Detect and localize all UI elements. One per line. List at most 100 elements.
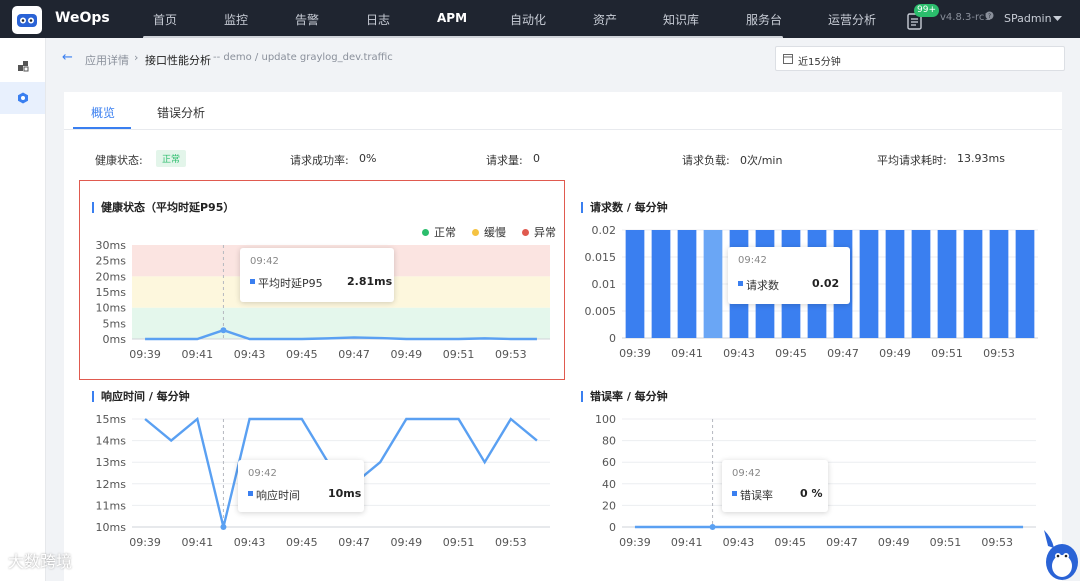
bar	[625, 230, 645, 338]
error-rate-chart[interactable]: 0 20 40 60 80 100 09:39 09:41 09:43 09:45 09:47 09:…	[570, 408, 1060, 558]
avg-latency-label: 平均请求耗时:	[877, 154, 947, 167]
x-tick-label: 09:41	[181, 536, 213, 549]
legend-dot	[422, 229, 429, 236]
x-tick-label: 09:39	[129, 536, 161, 549]
watermark-text: 大数跨境	[8, 552, 73, 571]
tab-overview[interactable]: 概览	[91, 106, 116, 120]
bar	[677, 230, 697, 338]
health-chart-title: 健康状态（平均时延P95）	[92, 202, 234, 213]
x-tick-label: 09:39	[619, 347, 651, 360]
sidebar-item-apps[interactable]	[0, 50, 45, 82]
bar	[859, 230, 879, 338]
requests-chart-title: 请求数 / 每分钟	[581, 202, 668, 213]
x-tick-label: 09:45	[286, 348, 318, 361]
logo-icon	[17, 14, 37, 27]
x-tick-label: 09:39	[619, 536, 651, 549]
breadcrumb-current: 接口性能分析	[145, 54, 211, 67]
y-tick-label: 20ms	[96, 270, 127, 283]
request-count-label: 请求量:	[486, 154, 523, 167]
tab-active-indicator	[73, 127, 131, 129]
bar	[963, 230, 983, 338]
response-chart-title: 响应时间 / 每分钟	[92, 391, 190, 402]
bar	[651, 230, 671, 338]
health-status-badge: 正常	[156, 150, 187, 167]
help-icon[interactable]: ?	[985, 11, 994, 20]
y-tick-label: 10ms	[96, 521, 127, 534]
nav-scrollbar[interactable]	[143, 36, 783, 39]
tooltip-time: 09:42	[250, 256, 279, 267]
tooltip-marker	[738, 281, 743, 286]
y-tick-label: 0ms	[103, 333, 127, 346]
request-count-value: 0	[533, 152, 540, 165]
x-tick-label: 09:51	[443, 536, 475, 549]
hexagon-icon	[17, 92, 28, 104]
x-tick-label: 09:41	[671, 536, 703, 549]
tab-error-analysis[interactable]: 错误分析	[157, 106, 206, 120]
nav-operations[interactable]: 运营分析	[828, 13, 877, 27]
data-point	[709, 524, 716, 530]
weops-logo[interactable]	[12, 6, 42, 34]
legend-normal[interactable]: 正常	[422, 224, 456, 240]
health-label: 健康状态:	[95, 154, 143, 167]
tooltip-value: 0 %	[800, 487, 823, 500]
nav-monitor[interactable]: 监控	[224, 13, 249, 27]
breadcrumb-parent[interactable]: 应用详情	[85, 54, 129, 67]
nav-apm[interactable]: APM	[437, 11, 468, 25]
y-tick-label: 30ms	[96, 239, 127, 252]
tooltip-value: 0.02	[812, 277, 840, 290]
chevron-down-icon[interactable]	[1053, 16, 1062, 22]
request-load-value: 0次/min	[740, 154, 783, 167]
y-tick-label: 80	[602, 435, 616, 448]
tooltip-marker	[250, 279, 255, 284]
avg-latency-value: 13.93ms	[957, 152, 1005, 165]
time-range-picker[interactable]: 近15分钟	[775, 46, 1065, 71]
selected-panel-outline	[79, 180, 565, 380]
x-tick-label: 09:51	[931, 347, 963, 360]
x-tick-label: 09:45	[774, 536, 806, 549]
bar	[1015, 230, 1035, 338]
back-arrow-icon[interactable]: ←	[62, 50, 73, 65]
error-rate-chart-tooltip: 09:42 错误率 0 %	[722, 460, 828, 512]
y-tick-label: 25ms	[96, 255, 127, 268]
user-menu[interactable]: SPadmin	[1004, 12, 1052, 25]
nav-servicedesk[interactable]: 服务台	[746, 13, 783, 27]
response-chart[interactable]: 10ms 11ms 12ms 13ms 14ms 15ms 09:39 09:41 09:43 0…	[80, 408, 564, 558]
nav-automation[interactable]: 自动化	[510, 13, 547, 27]
success-rate-value: 0%	[359, 152, 377, 165]
x-tick-label: 09:47	[338, 536, 370, 549]
tabs-divider	[64, 129, 1062, 130]
x-tick-label: 09:43	[723, 347, 755, 360]
health-chart[interactable]: 0ms 5ms 10ms 15ms 20ms 25ms 30ms 09:39 09:41 09:4…	[80, 235, 564, 370]
y-tick-label: 15ms	[96, 413, 127, 426]
left-sidebar	[0, 38, 46, 581]
tooltip-marker	[732, 491, 737, 496]
nav-knowledge[interactable]: 知识库	[663, 13, 700, 27]
x-tick-label: 09:51	[930, 536, 962, 549]
x-tick-label: 09:49	[390, 536, 422, 549]
x-tick-label: 09:53	[983, 347, 1015, 360]
nav-alert[interactable]: 告警	[295, 13, 320, 27]
breadcrumb-separator: ›	[134, 51, 139, 64]
y-tick-label: 11ms	[96, 499, 127, 512]
y-tick-label: 12ms	[96, 478, 127, 491]
x-tick-label: 09:53	[495, 536, 527, 549]
nav-home[interactable]: 首页	[153, 13, 178, 27]
x-tick-label: 09:45	[286, 536, 318, 549]
sidebar-item-apm[interactable]	[0, 82, 45, 114]
calendar-icon	[783, 54, 793, 64]
tooltip-time: 09:42	[248, 468, 277, 479]
tooltip-value: 10ms	[328, 487, 362, 500]
legend-error-label: 异常	[534, 226, 556, 239]
x-tick-label: 09:41	[181, 348, 213, 361]
y-tick-label: 20	[602, 499, 616, 512]
legend-error[interactable]: 异常	[522, 224, 556, 240]
tooltip-label: 平均时延P95	[258, 277, 323, 290]
nav-log[interactable]: 日志	[366, 13, 391, 27]
legend-slow[interactable]: 缓慢	[472, 224, 506, 240]
bar	[937, 230, 957, 338]
y-tick-label: 15ms	[96, 286, 127, 299]
requests-chart-tooltip: 09:42 请求数 0.02	[728, 247, 850, 304]
nav-assets[interactable]: 资产	[593, 13, 618, 27]
tooltip-marker	[248, 491, 253, 496]
mascot-icon	[1044, 530, 1078, 580]
